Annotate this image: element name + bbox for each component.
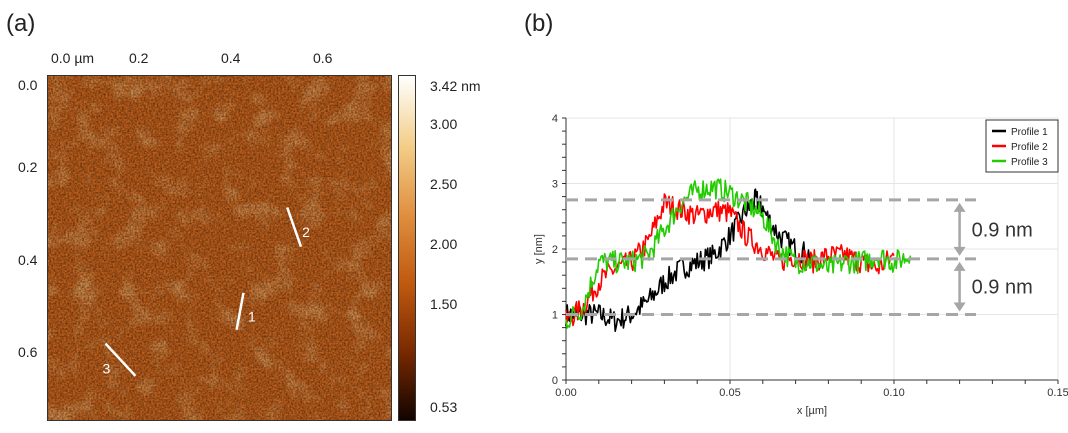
afm-y-tick: 0.2 <box>18 159 38 176</box>
x-tick-label: 0.00 <box>555 387 576 399</box>
y-tick-label: 4 <box>552 113 558 125</box>
profile-line-3 <box>104 342 137 377</box>
profile-line-label: 1 <box>248 308 256 324</box>
x-tick-label: 0.10 <box>883 387 904 399</box>
afm-x-tick: 0.2 <box>129 50 149 66</box>
y-tick-label: 1 <box>552 310 558 322</box>
colorbar-tick: 3.00 <box>430 116 458 133</box>
colorbar-tick: 2.00 <box>430 236 458 252</box>
y-tick-label: 0 <box>552 375 558 387</box>
profile-line-1 <box>235 292 245 330</box>
panel-b-label: (b) <box>524 10 554 37</box>
series-line-2 <box>565 193 895 327</box>
profile-line-label: 3 <box>102 361 110 377</box>
x-tick-label: 0.15 <box>1047 387 1068 399</box>
panel-a-label: (a) <box>6 10 36 37</box>
profile-line-2 <box>286 207 303 248</box>
y-axis-label: y [nm] <box>533 234 545 264</box>
afm-y-tick: 0.4 <box>18 251 38 268</box>
afm-x-tick: 0.0 µm <box>51 50 95 66</box>
colorbar-tick: 2.50 <box>430 176 458 193</box>
arrow-head-down <box>953 246 966 256</box>
arrow-head-down <box>953 302 966 312</box>
series-line-3 <box>565 178 912 329</box>
annotation-label: 0.9 nm <box>972 219 1033 241</box>
colorbar-tick: 3.42 nm <box>430 78 481 94</box>
arrow-head-up <box>953 261 966 271</box>
colorbar-tick: 1.50 <box>430 295 458 312</box>
afm-y-tick: 0.6 <box>18 343 38 360</box>
colorbar-tick: 0.53 <box>430 399 458 415</box>
profile-chart: 0.00 0.05 0.10 0.15 0 1 2 3 4 x [µm] y [nm] 0.9 nm 0… <box>533 113 1068 417</box>
y-tick-label: 2 <box>552 244 558 256</box>
y-tick-label: 3 <box>552 179 558 191</box>
x-tick-label: 0.05 <box>719 387 740 399</box>
legend-entry: Profile 3 <box>1011 157 1048 168</box>
afm-x-tick: 0.4 <box>221 50 241 66</box>
afm-y-tick: 0.0 <box>18 77 38 93</box>
annotation-label: 0.9 nm <box>972 277 1033 299</box>
legend-entry: Profile 1 <box>1011 127 1048 138</box>
profile-line-label: 2 <box>302 224 310 240</box>
afm-x-tick: 0.6 <box>313 50 333 66</box>
height-colorbar <box>398 75 416 421</box>
x-axis-label: x [µm] <box>797 405 827 417</box>
legend-entry: Profile 2 <box>1011 142 1048 153</box>
afm-topography-image: 1 2 3 <box>47 75 392 421</box>
arrow-head-up <box>953 202 966 212</box>
